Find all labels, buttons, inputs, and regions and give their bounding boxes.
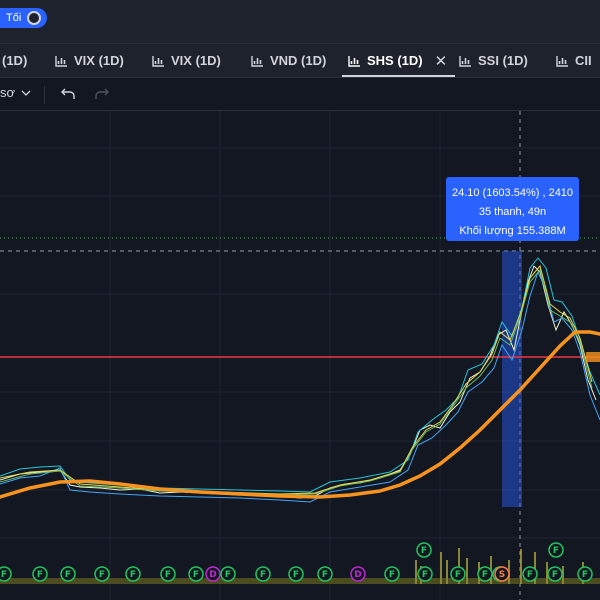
- event-marker-label: F: [225, 570, 231, 580]
- event-marker-label: F: [482, 570, 488, 580]
- event-marker-circle[interactable]: [205, 566, 221, 582]
- event-marker-label: F: [455, 570, 461, 580]
- event-marker-circle[interactable]: [0, 566, 12, 582]
- event-marker-circle[interactable]: [547, 566, 563, 582]
- event-marker-label: F: [65, 570, 71, 580]
- tab-label: SSI (1D): [478, 53, 528, 68]
- symbol-tab-bar: (1D) VIX (1D) VIX (1D) VND (1D) SHS (1D)…: [0, 44, 600, 78]
- tab-vix-3[interactable]: VIX (1D): [152, 44, 221, 77]
- event-marker-label: F: [389, 570, 395, 580]
- event-marker-circle[interactable]: [417, 566, 433, 582]
- toggle-knob-icon[interactable]: [27, 11, 42, 25]
- event-marker-circle[interactable]: [288, 566, 304, 582]
- event-marker-circle[interactable]: [522, 566, 538, 582]
- event-marker-label: D: [209, 570, 216, 580]
- price-label-marker: [586, 352, 600, 362]
- tab-vnd[interactable]: VND (1D): [251, 44, 326, 77]
- event-marker-circle[interactable]: [450, 566, 466, 582]
- tab-cii[interactable]: CII: [556, 44, 592, 77]
- event-marker-label: F: [553, 546, 559, 556]
- event-marker-circle[interactable]: [494, 566, 510, 582]
- theme-toggle[interactable]: Tối: [0, 8, 48, 28]
- tab-label: VIX (1D): [171, 53, 221, 68]
- event-marker-circle[interactable]: [548, 542, 564, 558]
- tab-label: CII: [575, 53, 592, 68]
- chart-bars-icon: [348, 55, 360, 67]
- event-marker-label: F: [527, 570, 533, 580]
- moving-average-line: [0, 330, 600, 499]
- tab-label: (1D): [2, 53, 28, 68]
- event-marker-label: D: [354, 570, 361, 580]
- tab-label: VIX (1D): [74, 53, 124, 68]
- event-marker-label: F: [422, 570, 428, 580]
- theme-toggle-label: Tối: [6, 12, 22, 24]
- tab-ssi[interactable]: SSI (1D): [459, 44, 528, 77]
- event-marker-label: F: [421, 546, 427, 556]
- tooltip-volume-line: Khối lượng 155.388M: [459, 225, 566, 237]
- event-marker-circle[interactable]: [416, 542, 432, 558]
- event-marker-label: S: [499, 570, 505, 580]
- undo-icon: [61, 88, 75, 99]
- top-bar: Tối: [0, 0, 600, 44]
- event-marker-circle[interactable]: [125, 566, 141, 582]
- chart-toolbar: sơ: [0, 78, 600, 111]
- tab-vix-2[interactable]: VIX (1D): [55, 44, 124, 77]
- event-marker-label: F: [130, 570, 136, 580]
- event-marker-circle[interactable]: [384, 566, 400, 582]
- redo-button[interactable]: [94, 87, 110, 101]
- chart-grid: [0, 111, 600, 600]
- event-marker-circle[interactable]: [477, 566, 493, 582]
- chart-bars-icon: [251, 55, 263, 67]
- event-marker-circle[interactable]: [188, 566, 204, 582]
- event-marker-label: F: [1, 570, 7, 580]
- event-marker-label: F: [193, 570, 199, 580]
- event-marker-label: F: [293, 570, 299, 580]
- chart-bars-icon: [459, 55, 471, 67]
- tooltip-bars-line: 35 thanh, 49n: [478, 206, 547, 218]
- chart-bars-icon: [556, 55, 568, 67]
- event-marker-circle[interactable]: [60, 566, 76, 582]
- event-marker-circle[interactable]: [350, 566, 366, 582]
- selected-range-highlight: [502, 251, 522, 507]
- chart-type-dropdown[interactable]: sơ: [0, 85, 31, 100]
- undo-button[interactable]: [60, 87, 76, 101]
- price-chart[interactable]: FFFFFFFDFFFFDFFFFFSFFFFF: [0, 111, 600, 600]
- event-marker-circle[interactable]: [94, 566, 110, 582]
- chart-type-label: sơ: [0, 85, 16, 100]
- event-markers: FFFFFFFDFFFFDFFFFFSFFFFF: [0, 542, 593, 582]
- toolbar-divider: [44, 86, 45, 104]
- chart-bars-icon: [152, 55, 164, 67]
- tab-vix-1[interactable]: (1D): [2, 44, 27, 77]
- event-marker-label: F: [165, 570, 171, 580]
- tab-label: SHS (1D): [367, 53, 423, 68]
- event-marker-label: F: [37, 570, 43, 580]
- event-marker-circle[interactable]: [317, 566, 333, 582]
- crosshair-tooltip: 24.10 (1603.54%) , 2410 35 thanh, 49n Kh…: [446, 177, 579, 241]
- chevron-down-icon: [21, 90, 31, 96]
- event-marker-label: F: [99, 570, 105, 580]
- event-marker-circle[interactable]: [577, 566, 593, 582]
- event-marker-circle[interactable]: [160, 566, 176, 582]
- chart-bars-icon: [55, 55, 67, 67]
- event-marker-circle[interactable]: [255, 566, 271, 582]
- tooltip-price-line: 24.10 (1603.54%) , 2410: [451, 187, 574, 199]
- redo-icon: [95, 88, 109, 99]
- event-marker-circle[interactable]: [220, 566, 236, 582]
- tab-shs[interactable]: SHS (1D) ✕: [342, 44, 456, 77]
- event-marker-label: F: [582, 570, 588, 580]
- tab-label: VND (1D): [270, 53, 327, 68]
- event-marker-label: F: [260, 570, 266, 580]
- event-marker-circle[interactable]: [32, 566, 48, 582]
- event-marker-label: F: [552, 570, 558, 580]
- event-marker-label: F: [322, 570, 328, 580]
- close-icon[interactable]: ✕: [434, 52, 448, 70]
